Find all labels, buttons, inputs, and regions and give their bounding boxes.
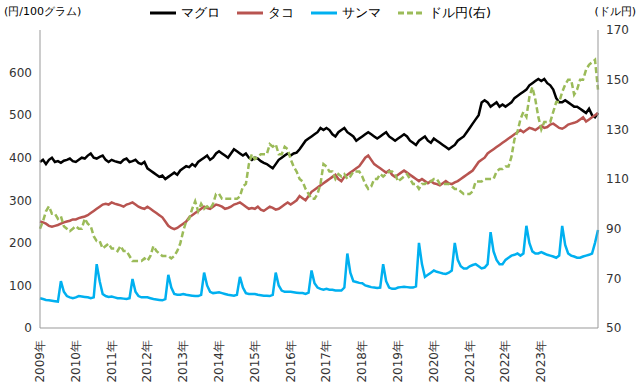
svg-text:90: 90: [606, 222, 621, 236]
svg-text:2010年: 2010年: [69, 340, 83, 383]
svg-text:150: 150: [606, 73, 629, 87]
html-text:ドル円(右): ドル円(右): [428, 5, 492, 20]
svg-text:2021年: 2021年: [463, 340, 477, 383]
svg-text:2018年: 2018年: [355, 340, 369, 383]
svg-text:50: 50: [606, 321, 621, 335]
svg-text:2015年: 2015年: [248, 340, 262, 383]
svg-text:70: 70: [606, 272, 621, 286]
svg-text:0: 0: [24, 321, 32, 335]
svg-text:2023年: 2023年: [534, 340, 548, 383]
svg-text:2022年: 2022年: [498, 340, 512, 383]
svg-text:2016年: 2016年: [284, 340, 298, 383]
svg-text:170: 170: [606, 23, 629, 37]
svg-text:600: 600: [9, 66, 32, 80]
svg-text:300: 300: [9, 194, 32, 208]
svg-text:100: 100: [9, 279, 32, 293]
svg-text:2019年: 2019年: [391, 340, 405, 383]
svg-text:2009年: 2009年: [33, 340, 47, 383]
svg-text:2020年: 2020年: [427, 340, 441, 383]
svg-text:2014年: 2014年: [212, 340, 226, 383]
svg-text:110: 110: [606, 172, 629, 186]
svg-text:130: 130: [606, 123, 629, 137]
html-text:タコ: タコ: [267, 5, 294, 20]
svg-text:2011年: 2011年: [105, 340, 119, 383]
svg-text:2017年: 2017年: [319, 340, 333, 383]
svg-text:500: 500: [9, 108, 32, 122]
svg-text:200: 200: [9, 236, 32, 250]
html-text:サンマ: サンマ: [341, 5, 381, 20]
svg-text:2012年: 2012年: [140, 340, 154, 383]
svg-text:400: 400: [9, 151, 32, 165]
html-text:(ドル円): (ドル円): [594, 5, 636, 18]
html-text:マグロ: マグロ: [180, 5, 220, 20]
html-text:(円/100グラム): (円/100グラム): [4, 5, 82, 18]
svg-text:2013年: 2013年: [176, 340, 190, 383]
